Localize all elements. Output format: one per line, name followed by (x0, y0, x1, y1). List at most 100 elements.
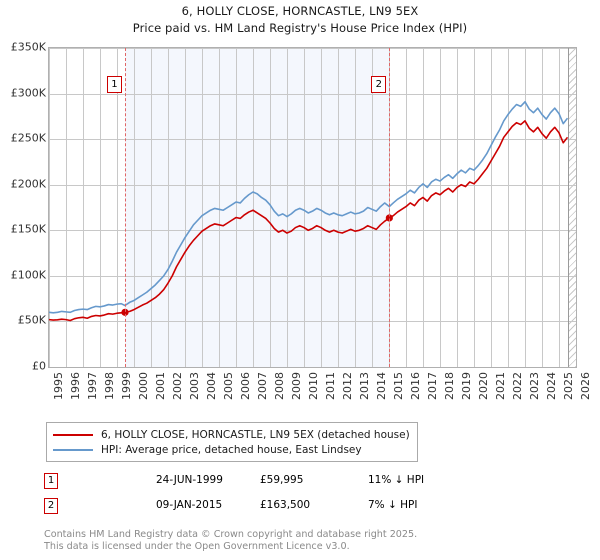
x-tick-label: 2024 (545, 372, 558, 400)
x-tick-label: 2012 (341, 372, 354, 400)
chart-marker-1[interactable]: 1 (106, 76, 122, 93)
x-gridline (338, 48, 339, 367)
y-gridline (49, 276, 576, 277)
y-gridline (49, 139, 576, 140)
x-tick-label: 2008 (273, 372, 286, 400)
x-gridline (168, 48, 169, 367)
x-tick-label: 2026 (579, 372, 592, 400)
y-gridline (49, 185, 576, 186)
x-tick-label: 2022 (511, 372, 524, 400)
x-tick-label: 2007 (256, 372, 269, 400)
chart-marker-2[interactable]: 2 (371, 76, 387, 93)
x-gridline (219, 48, 220, 367)
x-tick-label: 2013 (358, 372, 371, 400)
legend-label-hpi: HPI: Average price, detached house, East… (101, 443, 362, 456)
x-tick-label: 2019 (460, 372, 473, 400)
table-row: 2 09-JAN-2015 £163,500 7% ↓ HPI (44, 497, 464, 522)
ownership-shaded-region (124, 48, 390, 367)
legend-swatch-price-paid (53, 433, 93, 436)
x-tick-label: 2016 (409, 372, 422, 400)
x-tick-label: 2014 (375, 372, 388, 400)
x-tick-label: 2015 (392, 372, 405, 400)
transaction-marker-2: 2 (44, 498, 58, 514)
x-tick-label: 2017 (426, 372, 439, 400)
y-tick-label: £0 (32, 359, 46, 373)
page-subtitle: Price paid vs. HM Land Registry's House … (132, 21, 468, 35)
x-axis-labels: 1995 1996 1997 1998 1999 2000 2001 2002 2003 2004… (48, 372, 592, 418)
x-gridline (287, 48, 288, 367)
x-gridline (372, 48, 373, 367)
y-tick-label: £250K (10, 131, 46, 145)
x-tick-label: 2006 (239, 372, 252, 400)
x-tick-label: 2021 (494, 372, 507, 400)
y-tick-label: £150K (10, 222, 46, 236)
x-gridline (491, 48, 492, 367)
x-gridline (559, 48, 560, 367)
table-row: 1 24-JUN-1999 £59,995 11% ↓ HPI (44, 472, 464, 497)
x-tick-label: 2009 (290, 372, 303, 400)
x-gridline (440, 48, 441, 367)
page-title: 6, HOLLY CLOSE, HORNCASTLE, LN9 5EX (181, 4, 419, 18)
x-tick-label: 2002 (171, 372, 184, 400)
event-line-1 (124, 48, 126, 367)
y-tick-label: £200K (10, 177, 46, 191)
x-gridline (474, 48, 475, 367)
hpi-line (49, 100, 569, 314)
x-gridline (151, 48, 152, 367)
projection-hatched-region (567, 48, 576, 367)
x-gridline (253, 48, 254, 367)
x-gridline (83, 48, 84, 367)
y-tick-label: £100K (10, 268, 46, 282)
x-tick-label: 2018 (443, 372, 456, 400)
legend-swatch-hpi (53, 448, 93, 451)
x-tick-label: 2025 (562, 372, 575, 400)
x-tick-label: 1999 (120, 372, 133, 400)
chart-legend: 6, HOLLY CLOSE, HORNCASTLE, LN9 5EX (det… (46, 422, 418, 462)
x-gridline (134, 48, 135, 367)
x-tick-label: 1997 (86, 372, 99, 400)
x-tick-label: 2020 (477, 372, 490, 400)
y-gridline (49, 94, 576, 95)
x-tick-label: 2023 (528, 372, 541, 400)
footer-line-1: Contains HM Land Registry data © Crown c… (44, 529, 418, 540)
x-gridline (457, 48, 458, 367)
x-gridline (406, 48, 407, 367)
x-gridline (508, 48, 509, 367)
x-gridline (117, 48, 118, 367)
x-tick-label: 2005 (222, 372, 235, 400)
series-layer (49, 100, 569, 322)
x-gridline (576, 48, 577, 367)
transactions-table: 1 24-JUN-1999 £59,995 11% ↓ HPI 2 09-JAN… (44, 472, 464, 522)
x-gridline (100, 48, 101, 367)
x-gridline (304, 48, 305, 367)
event-line-2 (389, 48, 391, 367)
price-paid-line (49, 120, 569, 322)
footer-attribution: Contains HM Land Registry data © Crown c… (44, 529, 584, 553)
x-tick-label: 2011 (324, 372, 337, 400)
x-tick-label: 2001 (154, 372, 167, 400)
y-gridline (49, 367, 576, 368)
legend-item-price-paid: 6, HOLLY CLOSE, HORNCASTLE, LN9 5EX (det… (53, 427, 411, 442)
x-gridline (66, 48, 67, 367)
x-tick-label: 1996 (69, 372, 82, 400)
legend-item-hpi: HPI: Average price, detached house, East… (53, 442, 411, 457)
x-tick-label: 1998 (103, 372, 116, 400)
y-gridline (49, 321, 576, 322)
x-gridline (202, 48, 203, 367)
y-tick-label: £50K (17, 313, 46, 327)
x-tick-label: 2003 (188, 372, 201, 400)
x-gridline (49, 48, 50, 367)
y-tick-label: £300K (10, 86, 46, 100)
x-tick-label: 2010 (307, 372, 320, 400)
x-gridline (236, 48, 237, 367)
x-tick-label: 1995 (52, 372, 65, 400)
legend-label-price-paid: 6, HOLLY CLOSE, HORNCASTLE, LN9 5EX (det… (101, 428, 410, 441)
y-axis-labels: £0 £50K £100K £150K £200K £250K £300K £350K (0, 41, 46, 373)
x-gridline (355, 48, 356, 367)
transaction-marker-1: 1 (44, 473, 58, 489)
y-gridline (49, 230, 576, 231)
x-gridline (542, 48, 543, 367)
footer-line-2: This data is licensed under the Open Gov… (44, 541, 350, 552)
y-gridline (49, 48, 576, 49)
x-gridline (525, 48, 526, 367)
